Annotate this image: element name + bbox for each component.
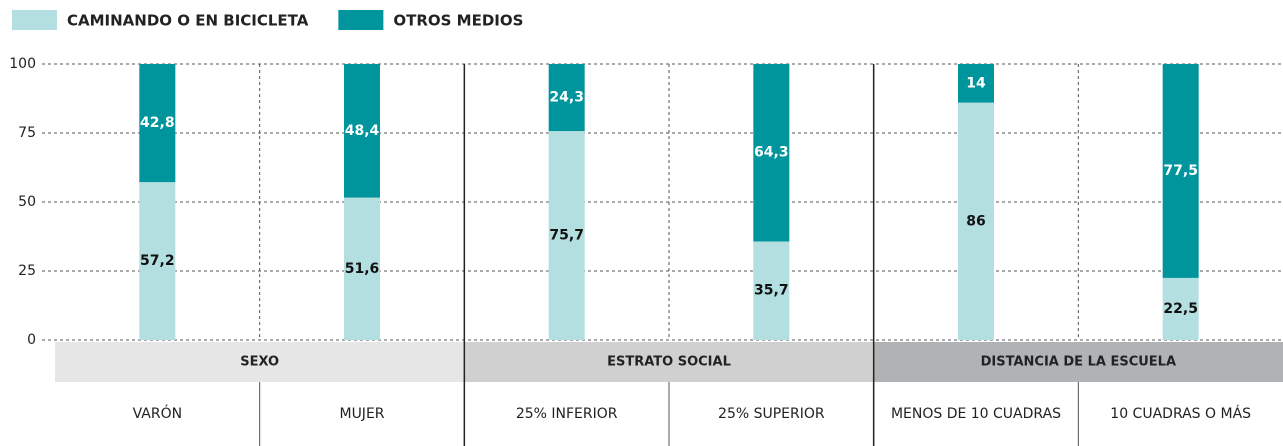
legend-swatch <box>338 10 384 30</box>
bar-segment <box>344 197 380 340</box>
data-label: 64,3 <box>754 145 789 161</box>
bar-segment <box>344 64 380 198</box>
bar-segment <box>753 241 790 340</box>
legend-label: CAMINANDO O EN BICICLETA <box>67 12 309 30</box>
data-label: 77,5 <box>1163 163 1198 179</box>
group-header <box>464 342 874 382</box>
group-header <box>873 342 1283 382</box>
group-label: SEXO <box>240 355 279 370</box>
y-tick-label: 50 <box>18 194 36 210</box>
bar-segment <box>139 182 176 340</box>
y-tick-label: 0 <box>27 332 36 348</box>
bar-segment <box>958 102 994 340</box>
bar-segment <box>1162 277 1199 340</box>
y-tick-label: 100 <box>9 56 36 72</box>
data-label: 22,5 <box>1163 301 1198 317</box>
data-label: 86 <box>966 213 985 229</box>
data-label: 42,8 <box>140 115 175 131</box>
data-label: 35,7 <box>754 283 789 299</box>
group-label: ESTRATO SOCIAL <box>607 355 731 370</box>
y-tick-label: 75 <box>18 125 36 141</box>
x-tick-label: 25% SUPERIOR <box>718 406 825 422</box>
legend-swatch <box>12 10 57 30</box>
legend-label: OTROS MEDIOS <box>393 12 523 30</box>
data-label: 57,2 <box>140 253 175 269</box>
data-label: 14 <box>966 75 986 91</box>
bar-segment <box>139 64 176 183</box>
data-label: 48,4 <box>345 123 380 139</box>
x-tick-label: MENOS DE 10 CUADRAS <box>891 406 1061 422</box>
bar-segment <box>958 64 994 103</box>
data-label: 24,3 <box>549 90 584 106</box>
group-label: DISTANCIA DE LA ESCUELA <box>981 355 1176 370</box>
bar-segment <box>753 64 790 242</box>
bar-segment <box>548 64 585 132</box>
bar-segment <box>548 131 585 340</box>
x-tick-label: MUJER <box>339 406 384 422</box>
data-label: 75,7 <box>549 228 584 244</box>
x-tick-label: VARÓN <box>133 404 182 422</box>
group-header <box>55 342 465 382</box>
bar-segment <box>1162 64 1199 278</box>
x-tick-label: 25% INFERIOR <box>516 406 618 422</box>
y-tick-label: 25 <box>18 263 36 279</box>
x-tick-label: 10 CUADRAS O MÁS <box>1110 405 1251 422</box>
data-label: 51,6 <box>345 261 380 277</box>
